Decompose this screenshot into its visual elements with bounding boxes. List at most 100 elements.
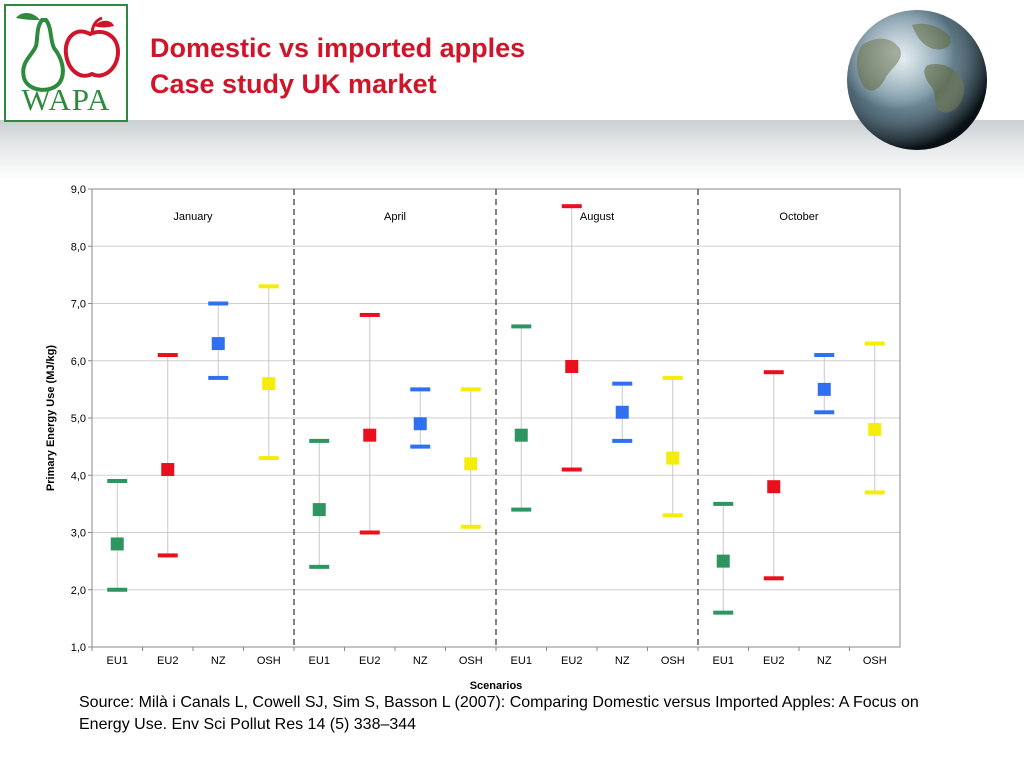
data-point-january-osh: [258, 284, 279, 461]
x-tick-label: EU2: [561, 655, 582, 667]
y-tick-label: 9,0: [71, 184, 86, 196]
x-tick-label: OSH: [257, 655, 281, 667]
min-bar: [612, 438, 633, 443]
mean-marker: [514, 428, 528, 442]
mean-marker: [767, 480, 781, 494]
grid-layer: [92, 245, 900, 591]
mean-marker: [413, 417, 427, 431]
max-bar: [157, 353, 178, 358]
y-tick-label: 3,0: [71, 528, 86, 540]
min-bar: [410, 444, 431, 449]
group-label: August: [580, 211, 614, 223]
group-label: October: [779, 211, 818, 223]
max-bar: [511, 324, 532, 329]
max-bar: [561, 204, 582, 209]
max-bar: [763, 370, 784, 375]
x-tick-label: OSH: [863, 655, 887, 667]
max-bar: [107, 478, 128, 483]
data-point-january-eu2: [157, 353, 178, 558]
min-bar: [561, 467, 582, 472]
y-tick-label: 4,0: [71, 470, 86, 482]
title-line-2: Case study UK market: [150, 69, 437, 99]
wapa-logo: WAPA: [4, 4, 128, 122]
x-tick-label: EU1: [713, 655, 734, 667]
mean-marker: [110, 537, 124, 551]
logo-text: WAPA: [21, 82, 111, 117]
data-point-october-osh: [864, 341, 885, 495]
min-bar: [157, 553, 178, 558]
x-tick-label: EU1: [309, 655, 330, 667]
mean-marker: [262, 377, 276, 391]
data-point-august-eu1: [511, 324, 532, 512]
x-tick-label: NZ: [817, 655, 832, 667]
data-point-october-eu2: [763, 370, 784, 581]
mean-marker: [868, 422, 882, 436]
x-tick-label: EU2: [157, 655, 178, 667]
max-bar: [713, 501, 734, 506]
x-tick-label: EU2: [763, 655, 784, 667]
mean-marker: [161, 463, 175, 477]
mean-marker: [565, 359, 579, 373]
data-point-august-eu2: [561, 204, 582, 472]
header-gradient-band: [0, 120, 1024, 180]
max-bar: [612, 381, 633, 386]
data-point-april-eu1: [309, 438, 330, 569]
pear-apple-icon: [16, 13, 121, 92]
min-bar: [309, 564, 330, 569]
min-bar: [208, 375, 229, 380]
max-bar: [460, 387, 481, 392]
data-point-january-nz: [208, 301, 229, 380]
min-bar: [460, 524, 481, 529]
min-bar: [814, 410, 835, 415]
y-tick-label: 1,0: [71, 642, 86, 654]
max-bar: [662, 375, 683, 380]
group-labels: January April August October: [173, 211, 818, 223]
mean-marker: [615, 405, 629, 419]
mean-marker: [312, 503, 326, 517]
group-separators: [293, 189, 699, 647]
data-point-april-nz: [410, 387, 431, 449]
min-bar: [258, 456, 279, 461]
y-tick-label: 8,0: [71, 241, 86, 253]
y-axis-ticks: 1,0 2,0 3,0 4,0 5,0 6,0 7,0 8,0 9,0: [71, 184, 92, 654]
y-tick-label: 2,0: [71, 585, 86, 597]
max-bar: [258, 284, 279, 289]
min-bar: [359, 530, 380, 535]
x-axis-ticks: EU1 EU2 NZ OSH EU1 EU2 NZ OSH EU1 EU2 NZ OSH EU1 EU2 N…: [91, 647, 887, 667]
x-tick-label: EU2: [359, 655, 380, 667]
data-point-august-osh: [662, 375, 683, 518]
x-tick-label: EU1: [107, 655, 128, 667]
min-bar: [713, 610, 734, 615]
globe-icon: [847, 10, 987, 150]
min-bar: [107, 587, 128, 592]
min-bar: [511, 507, 532, 512]
data-point-april-osh: [460, 387, 481, 529]
min-bar: [864, 490, 885, 495]
data-point-april-eu2: [359, 312, 380, 535]
x-tick-label: NZ: [413, 655, 428, 667]
energy-use-chart: 1,0 2,0 3,0 4,0 5,0 6,0 7,0 8,0 9,0 EU1 EU2 NZ OSH E…: [45, 184, 901, 692]
y-tick-label: 5,0: [71, 413, 86, 425]
x-tick-label: EU1: [511, 655, 532, 667]
data-point-october-eu1: [713, 501, 734, 615]
x-tick-label: NZ: [211, 655, 226, 667]
min-bar: [763, 576, 784, 581]
max-bar: [208, 301, 229, 306]
y-tick-label: 6,0: [71, 356, 86, 368]
y-tick-label: 7,0: [71, 299, 86, 311]
x-tick-label: OSH: [661, 655, 685, 667]
x-tick-label: OSH: [459, 655, 483, 667]
max-bar: [814, 353, 835, 358]
data-point-october-nz: [814, 353, 835, 415]
mean-marker: [666, 451, 680, 465]
group-label: April: [384, 211, 406, 223]
page-title: Domestic vs imported apples Case study U…: [150, 30, 525, 102]
data-point-august-nz: [612, 381, 633, 443]
source-citation: Source: Milà i Canals L, Cowell SJ, Sim …: [79, 694, 919, 733]
max-bar: [410, 387, 431, 392]
max-bar: [309, 438, 330, 443]
max-bar: [359, 312, 380, 317]
title-line-1: Domestic vs imported apples: [150, 33, 526, 63]
mean-marker: [211, 337, 225, 351]
max-bar: [864, 341, 885, 346]
